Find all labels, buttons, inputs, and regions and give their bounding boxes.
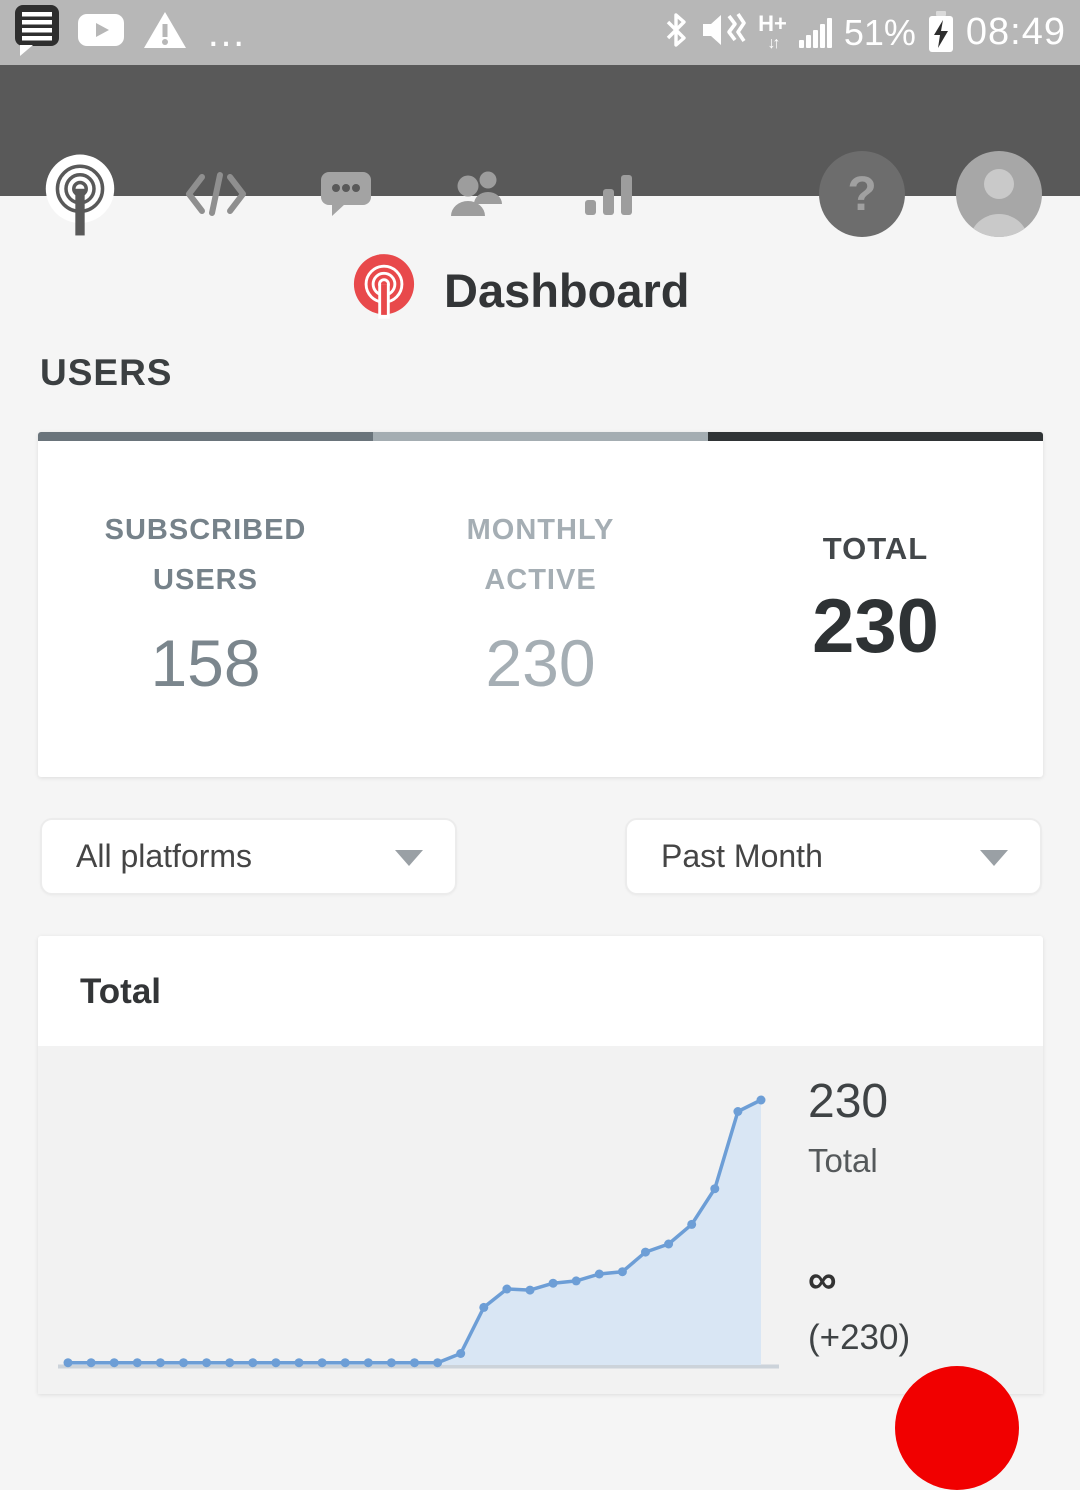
tab-indicator-subscribed [38, 432, 373, 441]
onesignal-app-icon [352, 253, 416, 323]
page-title: Dashboard [444, 264, 690, 317]
people-icon [451, 171, 505, 220]
chart-growth-delta: (+230) [808, 1318, 911, 1357]
chart-current-value: 230 [808, 1075, 889, 1128]
clock: 08:49 [965, 11, 1066, 53]
messaging-notification-icon [14, 4, 60, 61]
question-mark-icon: ? [847, 167, 877, 221]
nav-item-messages[interactable] [321, 172, 371, 221]
youtube-icon [78, 14, 124, 51]
tab-indicator-monthly-active [373, 432, 708, 441]
chart-growth-symbol: ∞ [808, 1258, 837, 1302]
total-card-title: Total [80, 972, 162, 1011]
nav-item-onesignal-home[interactable] [41, 153, 119, 242]
code-icon [184, 172, 248, 221]
status-bar: … H+ ↓↑ 51% [0, 0, 1080, 65]
more-notifications-icon: … [206, 10, 250, 55]
page-header: Dashboard [0, 253, 1080, 335]
users-stats-card: SUBSCRIBED USERS 158 MONTHLY ACTIVE 230 … [38, 432, 1043, 777]
nav-item-code[interactable] [184, 171, 248, 222]
stat-label-line: SUBSCRIBED [104, 514, 307, 546]
battery-percent: 51% [843, 11, 916, 53]
platform-filter-value: All platforms [76, 838, 253, 874]
mute-vibrate-icon [702, 12, 746, 53]
stats-tab-strip [38, 432, 1043, 441]
warning-icon [142, 10, 188, 55]
nav-item-analytics[interactable] [585, 173, 633, 220]
chevron-down-icon [395, 849, 423, 866]
battery-charging-icon [928, 10, 954, 55]
tab-indicator-total [708, 432, 1043, 441]
stat-label-line: ACTIVE [484, 564, 597, 596]
account-avatar-button[interactable] [956, 151, 1042, 242]
app-nav-bar: ? [0, 65, 1080, 237]
bar-chart-icon [585, 175, 633, 219]
onesignal-logo-icon [41, 154, 119, 241]
avatar-icon [956, 151, 1042, 241]
chat-bubble-icon [321, 172, 371, 220]
total-users-chart-area: 230 Total ∞ (+230) [38, 1046, 1043, 1394]
stat-label-line: MONTHLY [466, 514, 615, 546]
stat-total: TOTAL 230 [708, 441, 1043, 701]
stat-value: 230 [812, 584, 939, 669]
period-filter-value: Past Month [661, 838, 823, 874]
signal-strength-icon [798, 17, 832, 48]
total-users-chart [58, 1095, 779, 1369]
stat-label-line: USERS [153, 564, 258, 596]
help-button[interactable]: ? [819, 151, 905, 237]
stat-label-line: TOTAL [822, 531, 929, 566]
floating-action-button[interactable] [895, 1366, 1019, 1490]
nav-item-users[interactable] [451, 170, 505, 221]
chevron-down-icon [980, 849, 1008, 866]
stat-value: 158 [150, 626, 261, 700]
chart-current-label: Total [808, 1142, 878, 1179]
mobile-data-icon: H+ ↓↑ [758, 11, 787, 52]
stat-value: 230 [485, 626, 596, 700]
period-filter-dropdown[interactable]: Past Month [625, 818, 1042, 895]
total-users-card: Total 230 Total ∞ (+230) [38, 936, 1043, 1394]
bluetooth-icon [662, 12, 690, 53]
users-section-heading: USERS [40, 352, 173, 393]
platform-filter-dropdown[interactable]: All platforms [40, 818, 457, 895]
stat-monthly-active: MONTHLY ACTIVE 230 [373, 441, 708, 701]
stat-subscribed-users: SUBSCRIBED USERS 158 [38, 441, 373, 701]
